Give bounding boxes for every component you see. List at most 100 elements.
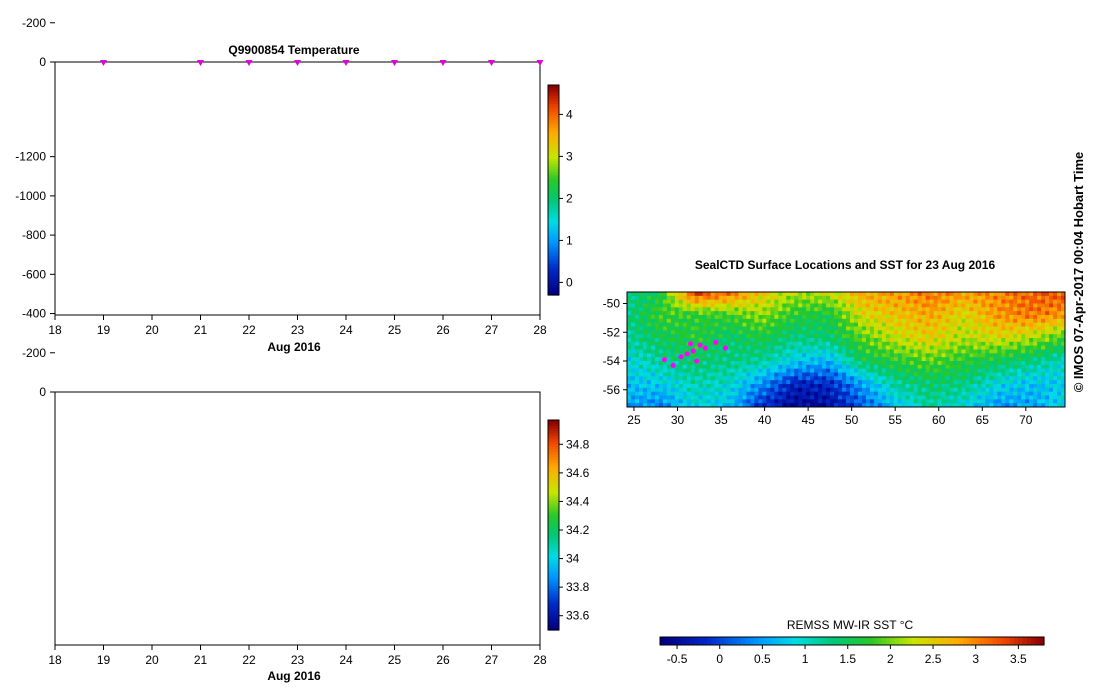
sst-cell bbox=[1037, 307, 1042, 312]
sst-cell bbox=[861, 318, 867, 324]
sst-cell bbox=[849, 334, 855, 339]
sst-cell bbox=[869, 299, 875, 304]
sst-cell bbox=[921, 326, 927, 331]
sst-cell bbox=[873, 318, 879, 324]
x-tick-label: 21 bbox=[194, 653, 208, 667]
sst-cell bbox=[790, 292, 795, 297]
sst-cell bbox=[734, 303, 739, 308]
sst-cell bbox=[694, 307, 700, 312]
sst-field bbox=[627, 292, 1066, 408]
sst-cell bbox=[666, 330, 672, 335]
sst-cell bbox=[849, 295, 855, 301]
sst-cell bbox=[682, 330, 688, 335]
sst-cell bbox=[973, 311, 978, 316]
sst-cell bbox=[909, 307, 915, 312]
sst-cell bbox=[682, 315, 688, 320]
sst-cell bbox=[826, 303, 831, 308]
sst-cell bbox=[654, 295, 660, 301]
colorbar-cell bbox=[548, 137, 559, 141]
sst-cell bbox=[638, 326, 644, 331]
sst-cell bbox=[746, 315, 751, 320]
sst-cell bbox=[814, 295, 819, 301]
x-tick-label: 26 bbox=[436, 323, 450, 337]
sst-cell bbox=[865, 315, 871, 320]
sst-cell bbox=[1017, 330, 1022, 335]
sst-cell bbox=[889, 318, 895, 324]
colorbar-cell bbox=[548, 511, 559, 516]
sst-cell bbox=[965, 311, 970, 316]
sst-cell bbox=[654, 322, 660, 327]
sst-cell bbox=[905, 295, 911, 301]
sst-cell bbox=[925, 334, 931, 339]
sst-cell bbox=[921, 299, 927, 304]
sst-cell bbox=[961, 334, 966, 339]
sst-cell bbox=[806, 295, 811, 301]
sst-cell bbox=[834, 322, 839, 327]
sst-cell bbox=[885, 307, 891, 312]
colorbar-cell bbox=[548, 438, 559, 442]
colorbar-cell bbox=[548, 279, 559, 283]
sst-cell bbox=[834, 318, 839, 324]
sst-cell bbox=[857, 334, 863, 339]
sst-cell bbox=[738, 330, 743, 335]
sst-cell bbox=[969, 326, 974, 331]
sst-cell bbox=[650, 299, 656, 304]
sst-cell bbox=[826, 307, 831, 312]
sst-cell bbox=[1045, 322, 1050, 327]
sst-cell bbox=[917, 292, 923, 297]
sst-cell bbox=[634, 295, 640, 301]
sst-cell bbox=[674, 311, 680, 316]
sst-cell bbox=[1009, 318, 1014, 324]
sst-cell bbox=[985, 295, 990, 301]
sst-cell bbox=[726, 334, 731, 339]
sst-cell bbox=[658, 318, 664, 324]
sst-cell bbox=[1037, 322, 1042, 327]
sst-cell bbox=[846, 330, 851, 335]
sst-cell bbox=[734, 334, 739, 339]
sst-cell bbox=[654, 292, 660, 297]
y-tick-label: -800 bbox=[22, 228, 46, 242]
colorbar-frame bbox=[547, 84, 560, 296]
sst-cell bbox=[921, 318, 927, 324]
sst-cell bbox=[1017, 318, 1022, 324]
sst-cell bbox=[650, 315, 656, 320]
sst-cell bbox=[1009, 292, 1014, 297]
sst-cell bbox=[861, 307, 867, 312]
sst-cell bbox=[742, 322, 747, 327]
sst-cell bbox=[686, 292, 692, 297]
sst-cell bbox=[977, 315, 982, 320]
sst-cell bbox=[674, 326, 680, 331]
sst-cell bbox=[630, 315, 636, 320]
sst-cell bbox=[993, 303, 998, 308]
colorbar-cell bbox=[548, 116, 559, 120]
colorbar-cell bbox=[548, 166, 559, 170]
sst-cell bbox=[873, 322, 879, 327]
sst-cell bbox=[830, 299, 835, 304]
sst-cell bbox=[881, 318, 887, 324]
sst-cell bbox=[1053, 295, 1058, 301]
sst-cell bbox=[905, 311, 911, 316]
sst-cell bbox=[794, 307, 799, 312]
sst-cell bbox=[961, 307, 966, 312]
sst-cell bbox=[917, 322, 923, 327]
sst-cell bbox=[1049, 307, 1054, 312]
sst-cell bbox=[718, 295, 723, 301]
colorbar-cell bbox=[548, 588, 559, 592]
sst-cell bbox=[690, 334, 696, 339]
sst-cell bbox=[1021, 322, 1026, 327]
sst-cell bbox=[973, 330, 978, 335]
sst-cell bbox=[921, 295, 927, 301]
sst-cell bbox=[1021, 318, 1026, 324]
sst-cell bbox=[834, 299, 839, 304]
sst-cell bbox=[710, 315, 715, 320]
sst-cell bbox=[937, 295, 942, 301]
colorbar-cell bbox=[548, 483, 559, 487]
sst-cell bbox=[1025, 299, 1030, 304]
sst-cell bbox=[997, 292, 1002, 297]
sst-cell bbox=[1037, 303, 1042, 308]
colorbar-cell bbox=[548, 150, 559, 154]
sst-cell bbox=[945, 299, 950, 304]
sst-cell bbox=[794, 292, 799, 297]
sst-cell bbox=[925, 303, 931, 308]
